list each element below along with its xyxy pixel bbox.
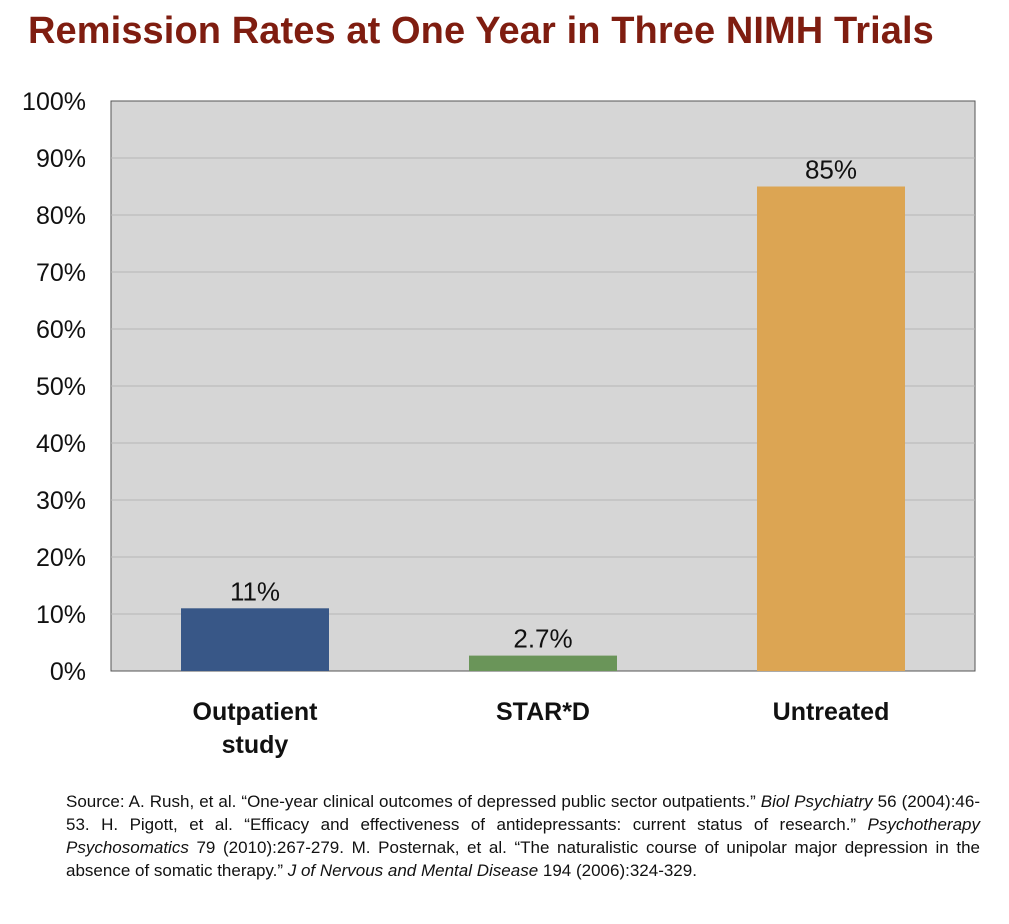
x-category-label: Untreated [773, 698, 890, 726]
source-text-segment: 79 (2010):267-279. M. Posternak, et al. … [66, 838, 980, 880]
source-journal-name: Psychotherapy Psychosomatics [66, 815, 980, 857]
y-tick-label: 90% [36, 145, 86, 173]
bar-value-label: 85% [805, 155, 857, 185]
bar [181, 608, 329, 671]
y-tick-label: 50% [36, 373, 86, 401]
bar-value-label: 2.7% [513, 624, 572, 654]
source-text-segment: 56 (2004):46-53. H. Pigott, et al. “Effi… [66, 792, 981, 834]
source-journal-name: Biol Psychiatry [760, 792, 873, 811]
x-category-label-line: STAR*D [496, 698, 590, 726]
bars [181, 186, 905, 671]
x-category-label-line: Untreated [773, 698, 890, 726]
source-text-segment: Source: A. Rush, et al. “One-year clinic… [66, 792, 761, 811]
bar-value-labels: 11% 2.7% 85% [230, 155, 857, 654]
bar-chart: 0% 10% 20% 30% 40% 50% 60% 70% 80% 90% 100% 11% 2.7… [22, 88, 976, 759]
source-citation: Source: A. Rush, et al. “One-year clinic… [66, 790, 980, 882]
y-tick-label: 60% [36, 316, 86, 344]
x-category-label-line: study [222, 731, 289, 759]
y-tick-label: 100% [22, 88, 86, 116]
y-axis-tick-labels: 0% 10% 20% 30% 40% 50% 60% 70% 80% 90% 100% [22, 88, 86, 686]
y-tick-label: 40% [36, 430, 86, 458]
y-tick-label: 80% [36, 202, 86, 230]
bar-value-label: 11% [230, 576, 280, 606]
bar [469, 655, 617, 671]
y-tick-label: 70% [36, 259, 86, 287]
source-text-segment: 194 (2006):324-329. [538, 861, 697, 880]
y-tick-label: 20% [36, 544, 86, 572]
chart-title: Remission Rates at One Year in Three NIM… [28, 10, 934, 52]
y-tick-label: 30% [36, 487, 86, 515]
bar [757, 186, 905, 671]
x-category-label-line: Outpatient [193, 698, 319, 726]
y-tick-label: 10% [36, 601, 86, 629]
source-journal-name: J of Nervous and Mental Disease [287, 861, 539, 880]
x-category-label: STAR*D [496, 698, 590, 726]
x-axis-category-labels: Outpatient study STAR*D Untreated [193, 698, 890, 759]
y-tick-label: 0% [50, 658, 86, 686]
x-category-label: Outpatient study [193, 698, 319, 759]
